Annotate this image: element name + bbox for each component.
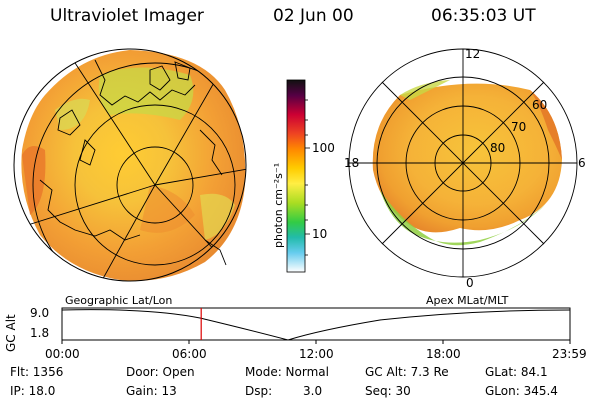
colorbar-unit-label: photon cm⁻²s⁻¹	[272, 162, 285, 248]
polar-emission-image	[372, 80, 562, 246]
info-gc-alt: GC Alt: 7.3 Re	[365, 365, 449, 379]
timeline-frame	[61, 307, 571, 341]
info-mode: Mode: Normal	[245, 365, 329, 379]
colorbar-tick-10: 10	[312, 227, 328, 241]
mlat-label-60: 60	[532, 98, 548, 112]
mlat-label-70: 70	[511, 120, 527, 134]
image-date: 02 Jun 00	[273, 6, 354, 26]
info-glat: GLat: 84.1	[485, 365, 548, 379]
info-ip: IP: 18.0	[10, 384, 56, 398]
mlat-label-80: 80	[490, 141, 506, 155]
time-tick-00: 00:00	[45, 347, 80, 361]
apex-label: Apex MLat/MLT	[426, 294, 509, 307]
colorbar-tick-100: 100	[312, 141, 335, 155]
info-dsp-label: Dsp:	[245, 384, 273, 398]
geo-emission-image	[21, 50, 246, 281]
timeline-ticks	[61, 340, 571, 344]
altitude-curve	[61, 309, 571, 341]
geographic-label: Geographic Lat/Lon	[65, 294, 173, 307]
time-tick-12: 12:00	[299, 347, 334, 361]
info-glon: GLon: 345.4	[485, 384, 558, 398]
info-seq: Seq: 30	[365, 384, 411, 398]
info-flt: Flt: 1356	[10, 365, 64, 379]
geographic-projection	[13, 48, 578, 282]
time-tick-18: 18:00	[426, 347, 461, 361]
time-tick-2359: 23:59	[552, 347, 587, 361]
info-door: Door: Open	[126, 365, 195, 379]
gc-alt-tick-9: 9.0	[30, 306, 50, 320]
info-dsp-value: 3.0	[303, 384, 323, 398]
mlt-label-18: 18	[344, 156, 360, 170]
image-title: Ultraviolet Imager	[50, 6, 204, 26]
coastlines	[39, 59, 227, 266]
mlt-label-12: 12	[465, 47, 481, 61]
altitude-timeline	[61, 307, 571, 344]
colorbar-ticks	[305, 99, 310, 256]
image-time: 06:35:03 UT	[431, 6, 536, 26]
colorbar	[286, 79, 306, 273]
mlt-label-0: 0	[466, 276, 474, 290]
gc-alt-tick-1-8: 1.8	[30, 326, 50, 340]
time-tick-06: 06:00	[172, 347, 207, 361]
mlt-label-6: 6	[578, 156, 586, 170]
polar-grid	[348, 48, 578, 278]
info-gain: Gain: 13	[126, 384, 177, 398]
geo-limb	[13, 48, 247, 282]
